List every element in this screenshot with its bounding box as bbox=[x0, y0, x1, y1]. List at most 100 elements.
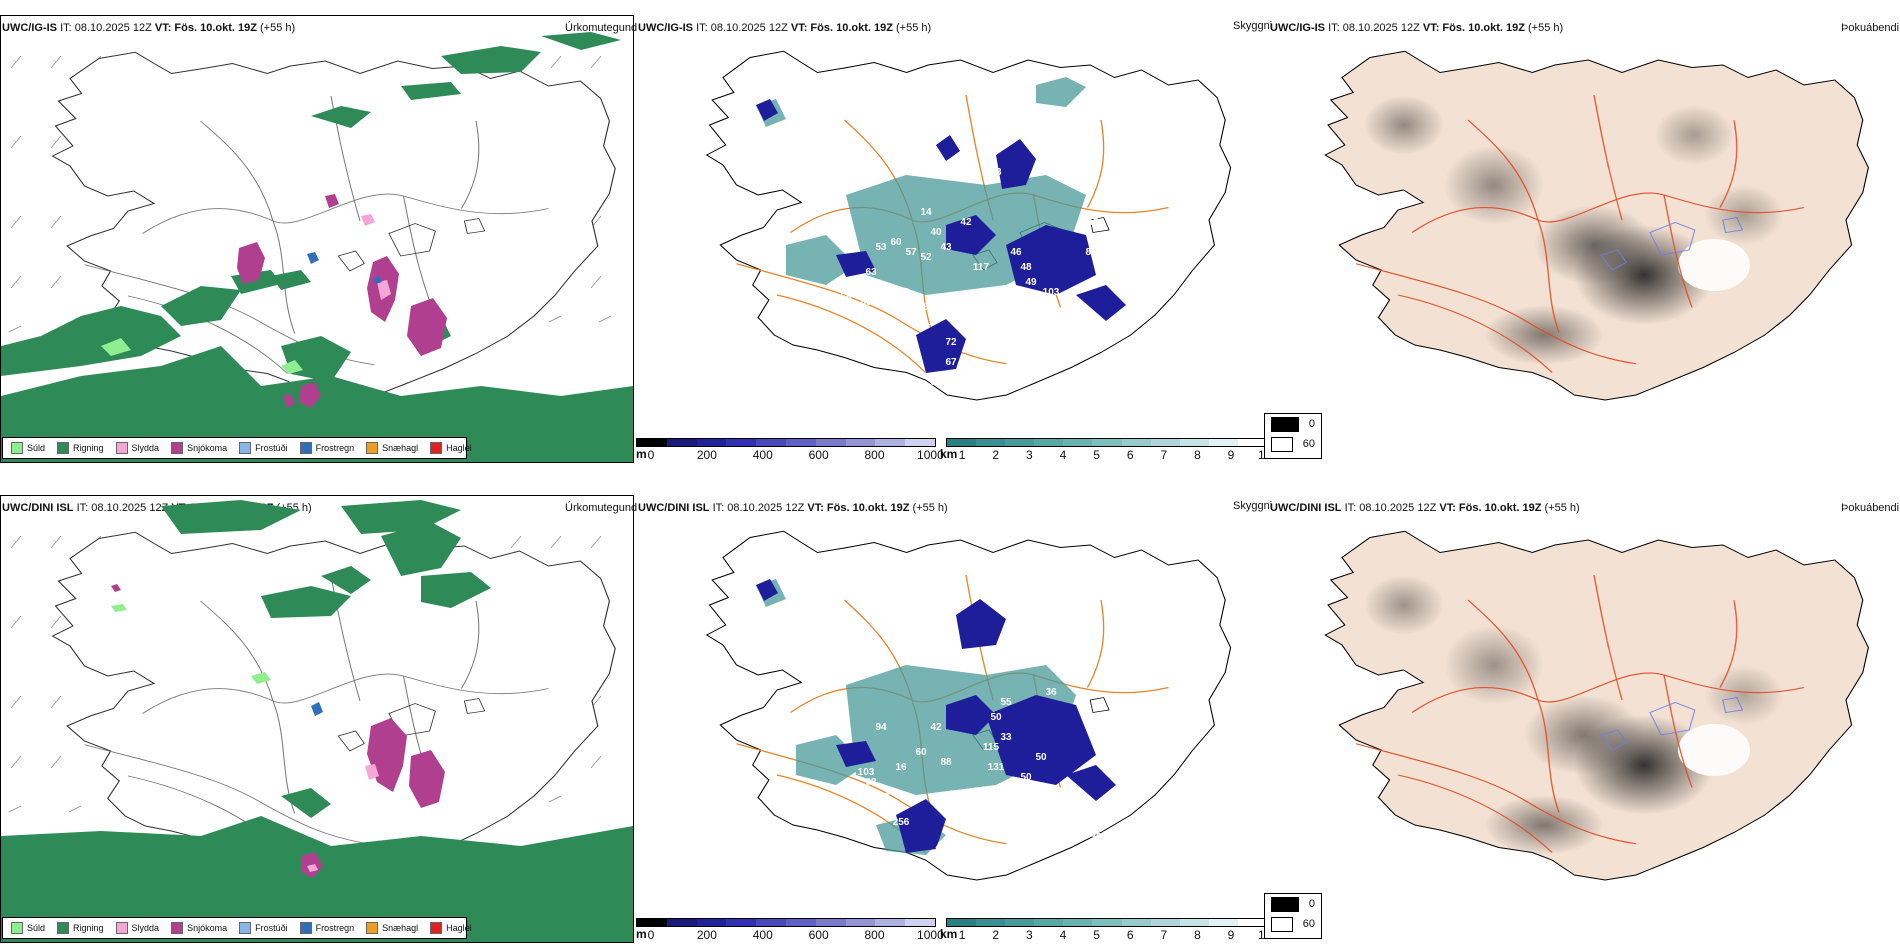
legend-label: Haglél bbox=[446, 923, 472, 933]
visibility-value-label: 57 bbox=[905, 247, 917, 258]
fog-legend-row: 60 bbox=[1265, 434, 1321, 454]
colorbar-cell bbox=[696, 919, 727, 926]
visibility-value-label: 88 bbox=[940, 757, 952, 768]
visibility-value-label: 43 bbox=[990, 167, 1002, 178]
legend-item: Frostregn bbox=[299, 442, 355, 454]
visibility-value-label: 73 bbox=[1070, 807, 1082, 818]
ceiling-colorbar-cells bbox=[636, 918, 936, 927]
legend-swatch bbox=[299, 922, 312, 934]
legend-label: Frostregn bbox=[315, 443, 355, 453]
colorbar-tick-label: 7 bbox=[1160, 928, 1168, 942]
colorbar-cell bbox=[637, 439, 667, 446]
colorbar-tick-label: 3 bbox=[1025, 448, 1033, 462]
legend-item: Snjókoma bbox=[171, 922, 227, 934]
fog-shading bbox=[1364, 575, 1784, 855]
panel-type-label: Þokuábendi bbox=[1841, 502, 1900, 514]
visibility-value-label: 118 bbox=[888, 302, 905, 313]
visibility-value-label: 103 bbox=[858, 767, 875, 778]
visibility-panel-row2: UWC/DINI ISL IT: 08.10.2025 12Z VT: Fös.… bbox=[636, 480, 1272, 950]
legend-swatch bbox=[430, 442, 443, 454]
map-frame bbox=[0, 495, 634, 943]
colorbar-tick-label: 1 bbox=[958, 928, 966, 942]
legend-swatch bbox=[299, 442, 312, 454]
colorbar-tick-label: 600 bbox=[808, 448, 829, 462]
legend-label: Frostúði bbox=[255, 923, 288, 933]
visibility-value-label: 60 bbox=[890, 237, 902, 248]
colorbar-tick-label: 8 bbox=[1194, 928, 1201, 942]
colorbar-tick-label: 1 bbox=[958, 448, 966, 462]
colorbar-cell bbox=[947, 439, 977, 446]
legend-label: Frostregn bbox=[315, 923, 355, 933]
vt-label: VT: Fös. 10.okt. 19Z bbox=[1422, 22, 1525, 34]
colorbar-tick-label: 200 bbox=[696, 928, 717, 942]
ceiling-colorbar: 0 200 400 600 800 1000 m bbox=[636, 918, 944, 942]
colorbar-cell bbox=[1063, 919, 1093, 926]
colorbar-cell bbox=[1208, 439, 1238, 446]
colorbar-cell bbox=[756, 919, 786, 926]
colorbar-cell bbox=[1092, 919, 1122, 926]
lead-label: (+55 h) bbox=[896, 22, 932, 34]
colorbar-tick-label: 600 bbox=[808, 928, 829, 942]
legend-item: Súld bbox=[11, 922, 45, 934]
visibility-value-label: 72 bbox=[945, 337, 957, 348]
fog-legend-row: 60 bbox=[1265, 914, 1321, 934]
visibility-unit: km bbox=[940, 447, 958, 461]
fog-map bbox=[1324, 50, 1870, 401]
legend-swatch bbox=[115, 922, 128, 934]
ceiling-unit: m bbox=[636, 927, 647, 941]
legend-swatch bbox=[171, 922, 184, 934]
visibility-value-label: 78 bbox=[965, 337, 977, 348]
legend-item: Slydda bbox=[115, 922, 160, 934]
colorbar-cell bbox=[875, 439, 906, 446]
visibility-value-label: 124 bbox=[1088, 217, 1105, 228]
map-frame bbox=[0, 15, 634, 463]
visibility-value-label: 42 bbox=[930, 722, 942, 733]
legend-swatch bbox=[239, 442, 252, 454]
colorbar-tick-label: 5 bbox=[1093, 448, 1100, 462]
fog-legend-swatch bbox=[1271, 416, 1299, 432]
it-label: IT: 08.10.2025 12Z bbox=[696, 22, 788, 34]
legend-swatch bbox=[366, 922, 379, 934]
legend-item: Frostúði bbox=[239, 442, 288, 454]
visibility-value-label: 50 bbox=[990, 712, 1002, 723]
fog-shading bbox=[1364, 95, 1784, 365]
legend-label: Rigning bbox=[73, 443, 104, 453]
legend-swatch bbox=[115, 442, 128, 454]
legend-swatch bbox=[366, 442, 379, 454]
legend-item: Snjókoma bbox=[171, 442, 227, 454]
legend-label: Rigning bbox=[73, 923, 104, 933]
model-name: UWC/DINI ISL bbox=[2, 502, 74, 514]
visibility-value-label: 56 bbox=[840, 292, 852, 303]
colorbar-cell bbox=[696, 439, 727, 446]
legend-item: Haglél bbox=[430, 922, 472, 934]
colorbar-tick-label: 5 bbox=[1093, 928, 1100, 942]
legend-label: Snjókoma bbox=[187, 443, 228, 453]
fog-legend-row: 0 bbox=[1265, 894, 1321, 914]
legend-label: Haglél bbox=[446, 443, 472, 453]
precip-panel-row2: UWC/DINI ISL IT: 08.10.2025 12Z VT: Fös.… bbox=[0, 480, 640, 950]
visibility-value-label: 117 bbox=[973, 262, 990, 273]
precip-legend: Súld Rigning Slydda Snjókoma Frostúði Fr… bbox=[2, 437, 472, 459]
legend-swatch bbox=[171, 442, 184, 454]
drizzle-areas bbox=[101, 338, 303, 374]
colorbar-tick-label: 0 bbox=[647, 448, 655, 462]
legend-item: Snæhagl bbox=[366, 922, 418, 934]
colorbar-cell bbox=[875, 919, 906, 926]
visibility-value-label: 309 bbox=[1018, 77, 1035, 88]
colorbar-tick-label: 3 bbox=[1025, 928, 1033, 942]
colorbar-tick-label: 6 bbox=[1126, 448, 1134, 462]
precip-legend: Súld Rigning Slydda Snjókoma Frostúði Fr… bbox=[2, 917, 472, 939]
colorbar-cell bbox=[1005, 439, 1035, 446]
legend-label: Slydda bbox=[131, 923, 160, 933]
precip-map bbox=[1, 32, 633, 462]
colorbar-tick-label: 9 bbox=[1227, 448, 1235, 462]
colorbar-cell bbox=[785, 919, 816, 926]
colorbar-cell bbox=[845, 919, 876, 926]
visibility-value-label: 108 bbox=[873, 792, 890, 803]
visibility-value-label: 63 bbox=[1070, 322, 1082, 333]
colorbar-cell bbox=[976, 919, 1006, 926]
colorbar-cell bbox=[905, 439, 935, 446]
